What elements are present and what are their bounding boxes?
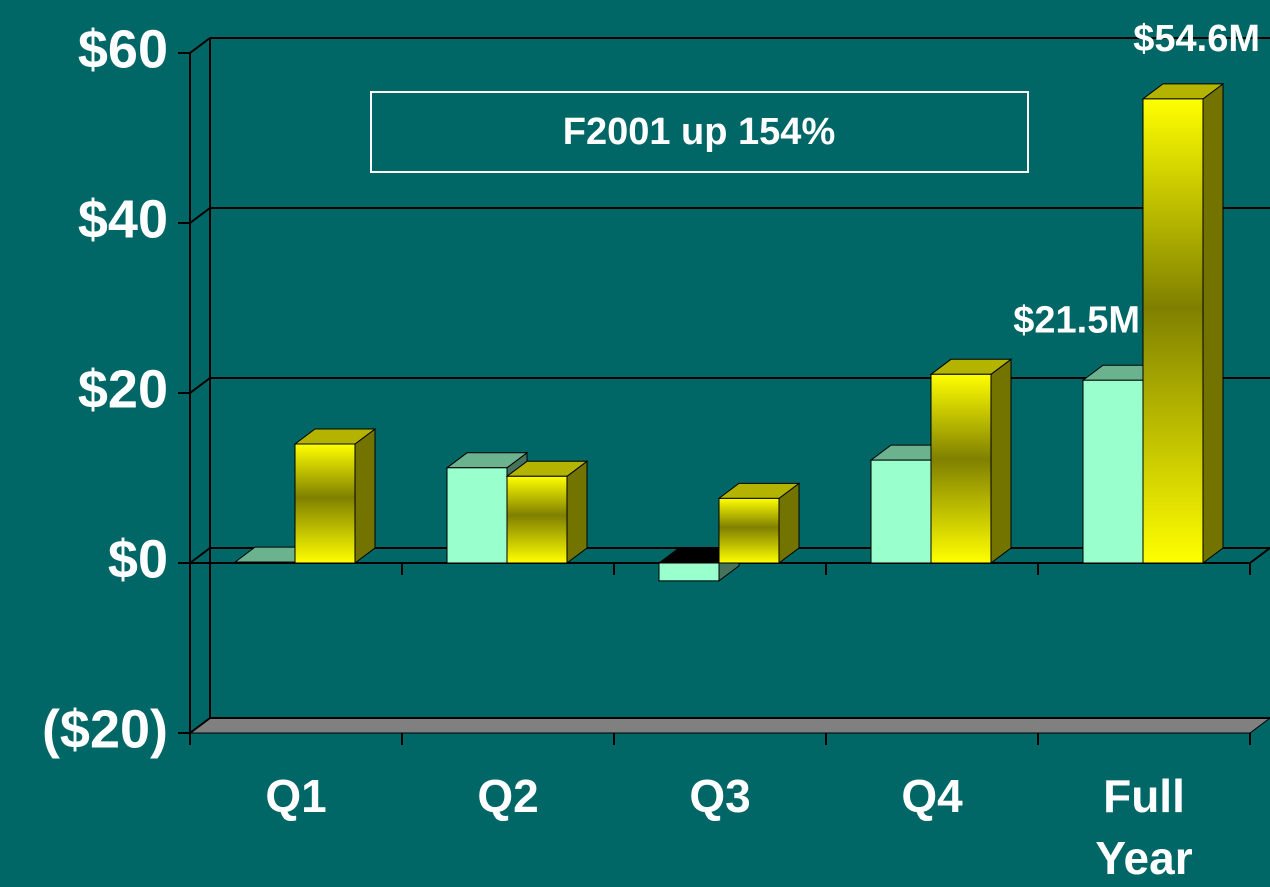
grid-side — [189, 207, 211, 224]
bar — [293, 428, 377, 564]
bar-side — [354, 428, 376, 564]
bar-front — [506, 475, 568, 564]
bar — [929, 358, 1013, 564]
y-tick-label: ($20) — [42, 699, 168, 759]
annotation-box — [370, 91, 1029, 173]
bar-side — [990, 358, 1012, 564]
bar — [1141, 82, 1225, 564]
y-tick-label: $60 — [78, 19, 168, 79]
bar — [717, 482, 801, 564]
y-tick-label: $40 — [78, 189, 168, 249]
floor — [188, 717, 1270, 734]
zero-line-depth — [1249, 547, 1270, 564]
bar-front — [446, 467, 508, 564]
x-tick-label: Q1 — [265, 770, 327, 822]
bar-front — [718, 497, 780, 564]
value-label: $21.5M — [1013, 299, 1140, 341]
annotation: F2001 up 154% — [563, 111, 835, 153]
y-tick-label: $0 — [108, 529, 168, 589]
value-label: $54.6M — [1133, 18, 1260, 60]
bar-front — [1142, 98, 1204, 564]
bar-front — [870, 459, 932, 564]
bar — [505, 460, 589, 564]
bar-front — [658, 562, 720, 582]
x-tick-label-box: Q1 — [265, 770, 327, 822]
x-tick-label: Q3 — [689, 770, 751, 822]
bar-front — [1082, 379, 1144, 564]
x-tick-label: Q4 — [901, 770, 963, 822]
x-tick-label-box: Q2 — [477, 770, 539, 822]
x-tick-label: Q2 — [477, 770, 539, 822]
bar-front — [234, 561, 296, 564]
grid-side — [189, 717, 211, 734]
bar-side — [566, 460, 588, 564]
grid-side — [189, 37, 211, 54]
grid-side — [189, 547, 211, 564]
bar-front — [294, 443, 356, 564]
x-tick-label-box: Full Year — [1095, 770, 1193, 884]
x-tick-label: Full Year — [1095, 770, 1193, 884]
grid-side — [189, 377, 211, 394]
y-tick-label: $20 — [78, 359, 168, 419]
x-tick-label-box: Q3 — [689, 770, 751, 822]
x-tick-label-box: Q4 — [901, 770, 963, 822]
bar-side — [1202, 82, 1224, 564]
bar-front — [930, 373, 992, 564]
